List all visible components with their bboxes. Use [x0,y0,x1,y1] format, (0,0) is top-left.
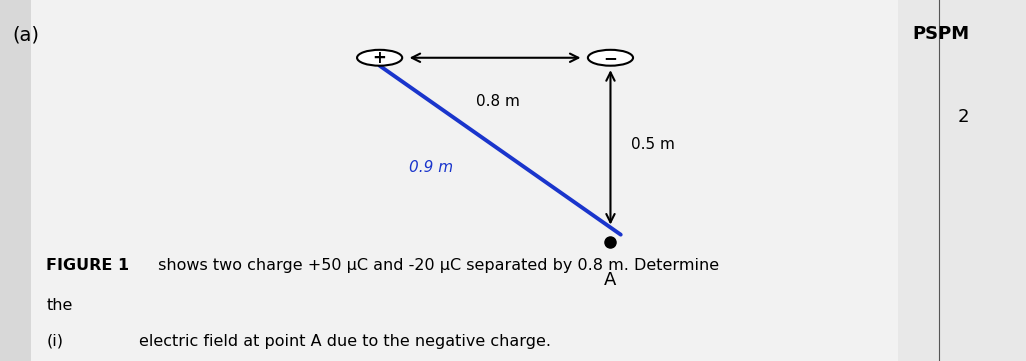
Text: FIGURE 1: FIGURE 1 [46,258,129,273]
Text: 0.5 m: 0.5 m [631,137,675,152]
Text: A: A [604,271,617,289]
Text: 0.9 m: 0.9 m [408,160,453,175]
Text: shows two charge +50 μC and -20 μC separated by 0.8 m. Determine: shows two charge +50 μC and -20 μC separ… [154,258,719,273]
Text: FIGURE 1: FIGURE 1 [46,258,129,273]
Text: +: + [372,49,387,67]
Circle shape [357,50,402,66]
Text: the: the [46,298,73,313]
Text: 2: 2 [958,108,970,126]
Text: 0.8 m: 0.8 m [476,94,519,109]
Text: PSPM: PSPM [912,25,970,43]
Text: electric field at point A due to the negative charge.: electric field at point A due to the neg… [139,334,551,349]
Text: (a): (a) [12,25,39,44]
Text: (i): (i) [46,334,64,349]
FancyBboxPatch shape [31,0,898,361]
FancyBboxPatch shape [898,0,1026,361]
Text: −: − [603,49,618,67]
Circle shape [588,50,633,66]
